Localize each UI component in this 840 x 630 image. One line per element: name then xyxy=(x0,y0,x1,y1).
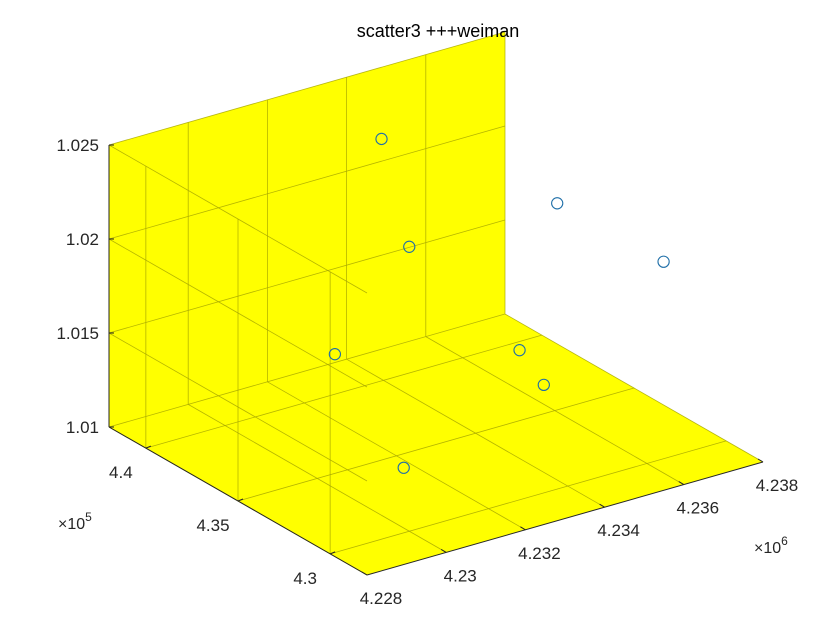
y-tick-mark xyxy=(237,498,244,502)
data-point xyxy=(513,344,526,357)
data-point xyxy=(657,255,670,268)
grid-line-z-back xyxy=(108,219,506,334)
y-tick-mark xyxy=(329,551,336,555)
x-tick-mark xyxy=(440,548,447,553)
z-tick-label: 1.01 xyxy=(66,418,99,437)
grid-line-y-floor xyxy=(330,440,727,555)
z-tick-label: 1.02 xyxy=(66,230,99,249)
plot-box-panes xyxy=(109,32,763,575)
grid-line-y-floor xyxy=(145,334,542,449)
z-tick-label: 1.015 xyxy=(56,324,99,343)
y-tick-mark xyxy=(145,445,152,449)
x-tick-mark xyxy=(757,458,764,463)
data-point xyxy=(403,240,416,253)
x-axis-multiplier-base: ×10 xyxy=(754,540,781,557)
data-point xyxy=(551,197,564,210)
x-tick-label: 4.23 xyxy=(444,566,477,585)
x-tick-label: 4.228 xyxy=(360,589,403,608)
z-tick-label: 1.025 xyxy=(56,136,99,155)
grid-line-z-back xyxy=(108,313,506,428)
x-tick-label: 4.232 xyxy=(518,544,561,563)
x-tick-label: 4.236 xyxy=(677,499,720,518)
x-axis-multiplier: ×106 xyxy=(754,534,788,557)
y-axis-multiplier-exponent: 5 xyxy=(85,510,92,524)
grid-line-z-left xyxy=(108,144,368,294)
tick-marks xyxy=(109,144,764,576)
y-tick-label: 4.35 xyxy=(196,516,229,535)
grid-line-z-back xyxy=(108,31,506,146)
y-tick-label: 4.4 xyxy=(109,463,133,482)
grid-line-z-left xyxy=(108,332,368,482)
tick-labels: 4.228 4.23 4.232 4.234 4.236 4.238 4.3 4.35 4.4 1… xyxy=(56,136,798,608)
grid-line-z-back xyxy=(108,125,506,240)
back-wall-pane xyxy=(109,32,505,427)
x-tick-mark xyxy=(361,571,368,576)
grid-line-z-left xyxy=(108,238,368,388)
y-tick-label: 4.3 xyxy=(293,569,317,588)
x-tick-label: 4.238 xyxy=(756,476,799,495)
x-axis-multiplier-exponent: 6 xyxy=(781,534,788,548)
chart-title: scatter3 +++weiman xyxy=(357,21,520,41)
y-axis-multiplier: ×105 xyxy=(58,510,92,533)
data-points xyxy=(328,132,670,474)
x-tick-mark xyxy=(599,503,605,508)
y-axis-multiplier-base: ×10 xyxy=(58,516,85,533)
grid-line-y-floor xyxy=(237,387,635,502)
x-axis-line xyxy=(366,461,764,576)
data-point xyxy=(328,348,342,361)
data-point xyxy=(397,461,410,474)
data-point xyxy=(375,132,388,146)
data-point xyxy=(537,378,550,392)
x-tick-mark xyxy=(678,481,685,486)
x-tick-mark xyxy=(520,526,526,531)
x-tick-label: 4.234 xyxy=(597,521,640,540)
